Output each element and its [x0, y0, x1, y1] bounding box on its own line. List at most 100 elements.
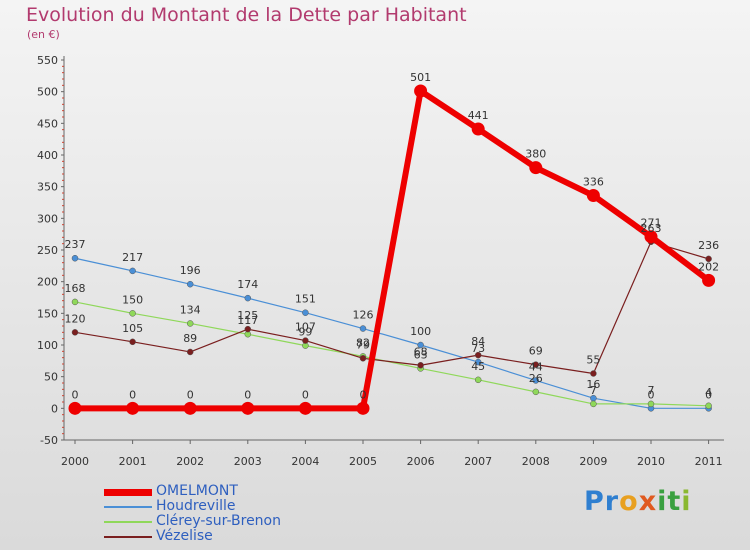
series-line-v-zelise [74, 241, 709, 375]
data-point [532, 388, 540, 396]
legend-item: Clérey-sur-Brenon [104, 514, 364, 529]
legend-swatch [104, 521, 152, 523]
brand-letter: x [638, 486, 658, 517]
data-point [647, 400, 655, 408]
data-point [414, 84, 428, 98]
x-tick-label: 2011 [695, 455, 723, 468]
y-tick-label: 350 [37, 181, 58, 194]
data-point [532, 361, 540, 368]
data-point [417, 341, 424, 349]
y-tick-label: 150 [37, 307, 58, 320]
y-tick-label: 500 [37, 86, 58, 99]
brand-letter: i [657, 486, 668, 517]
legend-label: Vézelise [156, 528, 213, 544]
data-label: 236 [698, 239, 719, 252]
data-label: 7 [648, 384, 655, 397]
data-label: 89 [183, 332, 197, 345]
data-label: 237 [65, 238, 86, 251]
y-tick-label: 550 [37, 54, 58, 67]
data-label: 263 [641, 222, 662, 235]
data-point [241, 401, 255, 415]
data-point [71, 298, 79, 306]
data-label: 107 [295, 321, 316, 334]
data-point [68, 401, 82, 415]
data-label: 271 [641, 217, 662, 230]
data-label: 336 [583, 176, 604, 189]
data-point [474, 351, 482, 359]
brand-letter: i [681, 486, 692, 517]
x-tick-label: 2007 [464, 455, 492, 468]
x-tick-label: 2010 [637, 455, 665, 468]
data-label: 0 [302, 388, 309, 401]
y-tick-label: 400 [37, 149, 58, 162]
data-label: 7 [590, 384, 597, 397]
data-point [186, 348, 194, 356]
data-point [532, 377, 540, 384]
y-tick-label: -50 [40, 434, 58, 447]
data-label: 44 [529, 360, 543, 373]
data-label: 100 [410, 325, 431, 338]
data-label: 174 [237, 278, 258, 291]
data-label: 0 [244, 388, 251, 401]
data-label: 117 [237, 314, 258, 327]
x-tick-label: 2008 [522, 455, 550, 468]
y-tick-label: 50 [44, 371, 58, 384]
data-point [529, 161, 543, 175]
data-label: 26 [529, 372, 543, 385]
data-label: 73 [471, 342, 485, 355]
data-label: 126 [353, 309, 374, 322]
data-point [474, 376, 482, 384]
series-line-cl-rey-sur-brenon [74, 301, 709, 407]
data-label: 16 [586, 378, 600, 391]
legend-swatch [104, 488, 152, 496]
x-tick-label: 2005 [349, 455, 377, 468]
x-tick-label: 2001 [119, 455, 147, 468]
data-label: 99 [298, 326, 312, 339]
series-line-omelmont [75, 88, 711, 412]
data-point [590, 370, 597, 377]
data-label: 125 [237, 309, 258, 322]
series-line-houdreville [74, 257, 709, 409]
data-point [129, 267, 136, 275]
x-tick-label: 2009 [579, 455, 607, 468]
data-point [244, 325, 252, 333]
data-point [644, 230, 658, 244]
brand-letter: r [604, 486, 620, 517]
data-label: 196 [180, 264, 201, 277]
data-point [359, 325, 367, 332]
y-tick-label: 250 [37, 244, 58, 257]
data-label: 55 [586, 354, 600, 367]
data-label: 63 [414, 348, 428, 361]
data-label: 105 [122, 322, 143, 335]
legend-label: Clérey-sur-Brenon [156, 513, 281, 529]
data-point [471, 122, 485, 136]
data-label: 120 [65, 312, 86, 325]
data-label: 151 [295, 293, 316, 306]
chart-subtitle: (en €) [27, 28, 60, 41]
data-label: 79 [356, 338, 370, 351]
y-tick-label: 100 [37, 339, 58, 352]
data-label: 134 [180, 303, 201, 316]
y-tick-label: 0 [51, 402, 58, 415]
data-label: 0 [187, 388, 194, 401]
data-point [705, 255, 712, 263]
data-label: 441 [468, 109, 489, 122]
brand-logo: Proxiti [584, 486, 692, 517]
data-point [186, 320, 194, 327]
brand-letter: P [584, 486, 605, 517]
x-tick-label: 2003 [234, 455, 262, 468]
x-tick-label: 2002 [176, 455, 204, 468]
data-label: 0 [705, 388, 712, 401]
legend-label: OMELMONT [156, 483, 238, 499]
data-point [302, 309, 309, 316]
data-label: 217 [122, 251, 143, 264]
data-label: 84 [471, 335, 485, 348]
data-label: 501 [410, 71, 431, 84]
data-label: 69 [529, 345, 543, 358]
legend-item: OMELMONT [104, 484, 364, 499]
chart-legend: OMELMONT Houdreville Clérey-sur-Brenon Véze… [104, 484, 364, 544]
data-point [474, 358, 482, 366]
data-point [590, 400, 597, 408]
y-tick-label: 300 [37, 212, 58, 225]
brand-letter: o [619, 486, 639, 517]
